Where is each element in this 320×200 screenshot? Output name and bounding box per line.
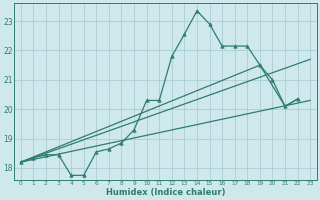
X-axis label: Humidex (Indice chaleur): Humidex (Indice chaleur): [106, 188, 225, 197]
